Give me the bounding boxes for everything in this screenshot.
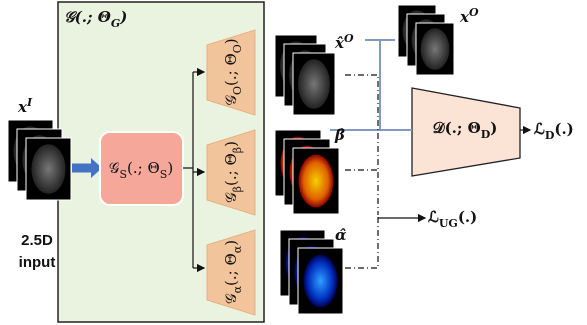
label-text: (.; Θ (222, 53, 240, 86)
label-text: ℒ (428, 208, 439, 226)
label-text: ) (222, 240, 240, 246)
label-sub: D (545, 129, 555, 142)
label-sup: O (469, 6, 479, 19)
label-text: ) (222, 38, 240, 44)
input-caption: input (19, 254, 56, 271)
label-text: 𝒟(.; Θ (433, 119, 481, 137)
output-label: α̂ (335, 226, 347, 244)
label-text: 𝒢 (222, 192, 240, 203)
label-sub: S (160, 168, 168, 181)
label-sub: O (231, 86, 244, 95)
real-label: xO (459, 6, 479, 26)
label-text: 𝒢 (109, 159, 120, 177)
label-sup: I (26, 96, 33, 109)
label-sub: O (231, 44, 244, 53)
label-text: α̂ (335, 226, 347, 244)
label-text: 𝒢 (222, 95, 240, 106)
brain (31, 144, 65, 194)
output-label: x̂O (334, 32, 354, 52)
label-sub: D (481, 128, 491, 141)
label-sub: G (111, 17, 120, 30)
brain (299, 155, 334, 208)
label-text: β̂ (334, 126, 345, 144)
label-text: ) (222, 141, 240, 147)
input-label: xI (17, 96, 33, 116)
label-text: ℒ (534, 120, 545, 138)
brain (298, 59, 330, 109)
label-text: ) (119, 8, 127, 26)
output-label: β̂ (334, 126, 345, 144)
loss-label: ℒUG(.) (428, 208, 477, 230)
diagram: 𝒢(.; ΘG)xI2.5Dinput𝒢S(.; ΘS)𝒢O(.; ΘO)𝒢β(… (0, 0, 587, 325)
brain (421, 28, 450, 70)
label-text: ) (490, 119, 497, 137)
label-text: (.; Θ (127, 159, 160, 177)
label-text: (.; Θ (222, 253, 240, 286)
label-text: (.) (458, 208, 477, 226)
brain (303, 255, 337, 308)
label-text: 𝒢(.; Θ (64, 8, 111, 26)
input-caption: 2.5D (21, 232, 53, 249)
label-sub: UG (439, 217, 458, 230)
label-text: 𝒢 (222, 293, 240, 304)
loss-label: ℒD(.) (534, 120, 574, 142)
label-sup: O (344, 32, 354, 45)
label-text: (.) (554, 120, 573, 138)
label-text: ) (167, 159, 173, 177)
label-text: (.; Θ (222, 153, 240, 186)
label-sub: S (119, 168, 127, 181)
